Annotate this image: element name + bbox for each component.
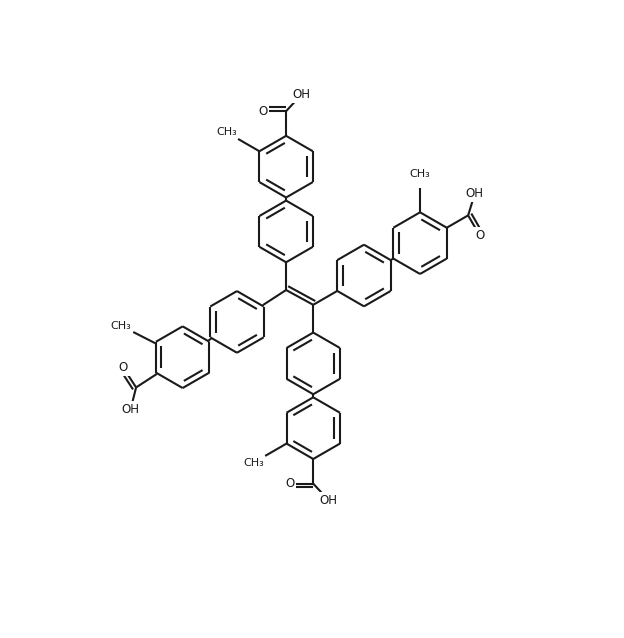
Text: CH₃: CH₃ — [243, 457, 264, 468]
Text: OH: OH — [466, 188, 484, 200]
Text: OH: OH — [319, 494, 338, 507]
Text: CH₃: CH₃ — [110, 321, 132, 331]
Text: CH₃: CH₃ — [410, 169, 431, 179]
Text: O: O — [475, 229, 484, 242]
Text: O: O — [119, 361, 128, 375]
Text: CH₃: CH₃ — [216, 127, 236, 137]
Text: OH: OH — [122, 403, 140, 415]
Text: OH: OH — [292, 88, 310, 101]
Text: O: O — [258, 105, 267, 117]
Text: O: O — [285, 477, 295, 490]
